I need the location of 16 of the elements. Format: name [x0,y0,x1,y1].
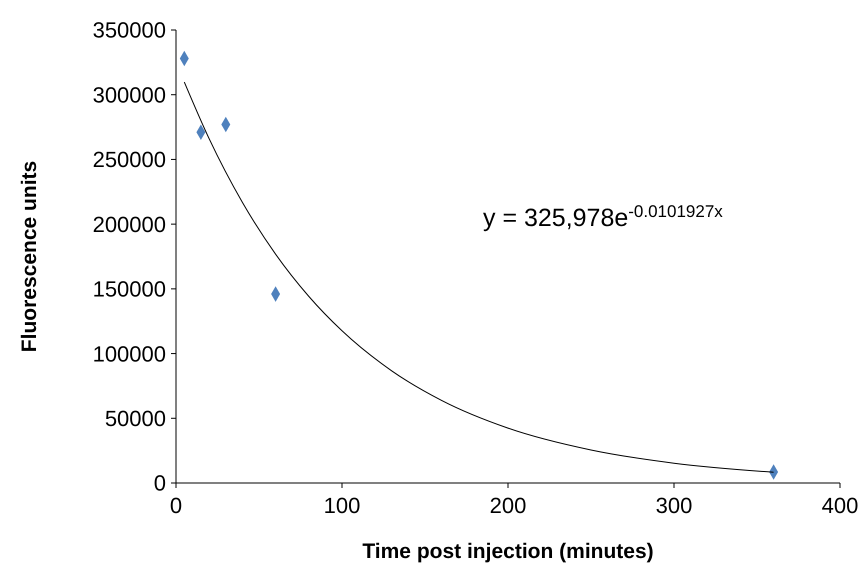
annotation: y = 325,978e$^{-0.0101927x}$ [483,202,724,232]
x-tick-label: 200 [490,493,526,518]
x-axis-title: Time post injection (minutes) [362,540,654,563]
y-axis-title: Fluorescence units [18,160,41,352]
y-tick-label: 100000 [92,341,166,366]
y-tick-label: 350000 [92,18,166,43]
x-tick-label: 400 [822,493,858,518]
y-tick-label: 300000 [92,82,166,108]
y-tick-label: 200000 [92,212,166,237]
x-tick-label: 100 [324,493,360,518]
x-tick-label: 0 [170,493,182,518]
y-tick-label: 250000 [92,147,166,172]
y-tick-label: 50000 [104,406,166,431]
y-tick-label: 0 [154,470,166,496]
y-tick-label: 150000 [92,276,166,302]
x-tick-label: 300 [656,493,692,518]
